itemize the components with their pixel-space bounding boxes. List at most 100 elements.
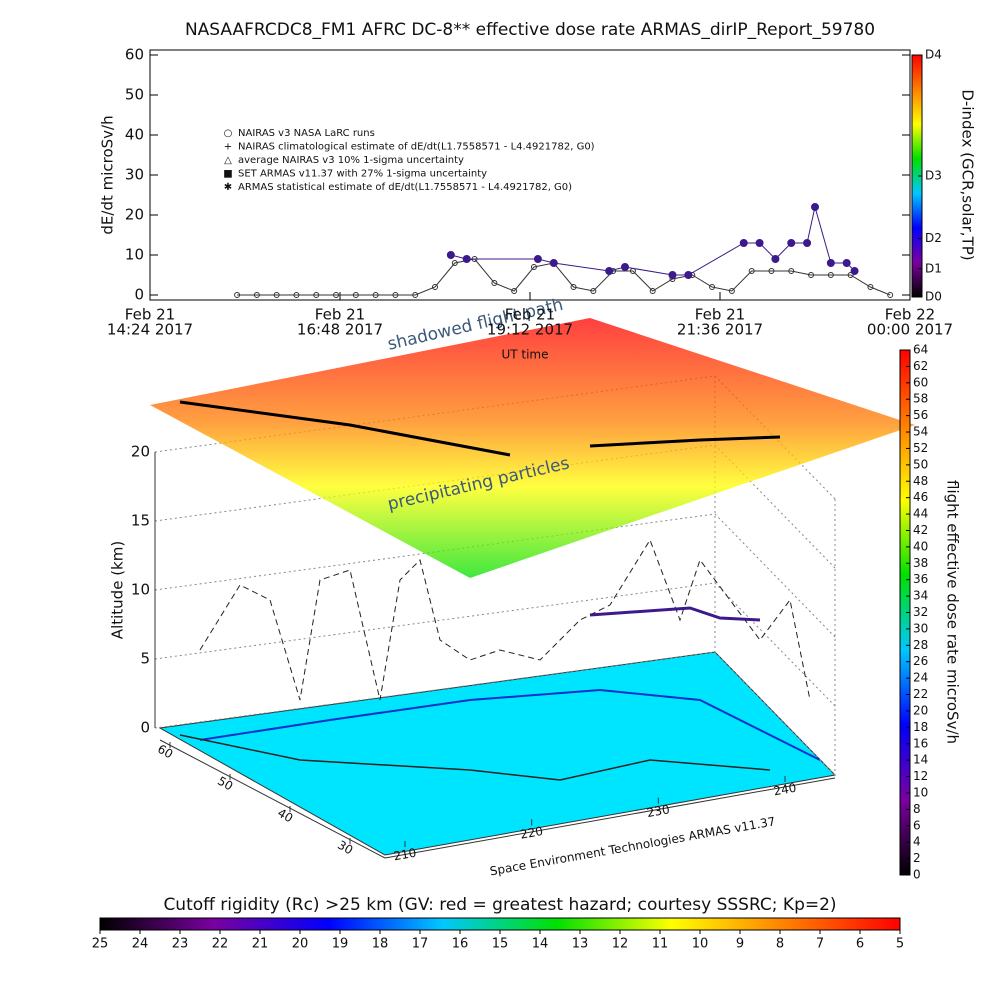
legend-label: SET ARMAS v11.37 with 27% 1-sigma uncert… [238, 169, 487, 180]
colorbar-tick-label: 50 [913, 457, 928, 471]
colorbar-title: flight effective dose rate microSv/h [944, 480, 962, 744]
data-point [621, 263, 629, 271]
colorbar-tick-label: 32 [913, 605, 928, 619]
colorbar-tick-label: 12 [612, 937, 629, 952]
data-point [850, 267, 859, 275]
lon-axis [384, 777, 836, 859]
colorbar-tick-label: 44 [913, 507, 928, 521]
data-point [293, 292, 300, 298]
x-axis-title: UT time [501, 348, 548, 362]
data-point [491, 280, 498, 286]
legend-label: average NAIRAS v3 10% 1-sigma uncertaint… [238, 155, 464, 166]
x-tick-label: 00:00 2017 [867, 321, 953, 339]
colorbar-tick-label: 13 [572, 937, 589, 952]
colorbar-tick-label: 64 [913, 343, 928, 357]
y-tick-label: 0 [134, 286, 144, 304]
flight-path-top [589, 435, 781, 448]
z-tick-label: 20 [131, 443, 150, 461]
flight-path [199, 538, 811, 701]
colorbar-tick-label: 22 [913, 687, 928, 701]
x-tick-label: 40 [275, 806, 295, 826]
colorbar-tick-label: 17 [412, 937, 429, 952]
data-point [768, 268, 775, 274]
colorbar-tick-label: 38 [913, 556, 928, 570]
data-point [313, 292, 320, 298]
legend-label: NAIRAS climatological estimate of dE/dt(… [238, 142, 595, 153]
colorbar-tick-label: 0 [913, 868, 921, 882]
colorbar-tick-label: 22 [212, 937, 229, 952]
colorbar-tick-label: 6 [856, 937, 864, 952]
legend-marker: ■ [223, 169, 232, 180]
colorbar-tick-label: 10 [692, 937, 709, 952]
data-point [352, 292, 359, 298]
dose-sheet [150, 318, 915, 578]
colorbar-tick-label: 16 [452, 937, 469, 952]
colorbar-tick-label: 52 [913, 441, 928, 455]
y-tick-label: 60 [125, 46, 144, 64]
x-tick-label: 14:24 2017 [107, 321, 193, 339]
colorbar-tick-label: D0 [925, 290, 942, 304]
colorbar-tick-label: 8 [913, 802, 921, 816]
colorbar-tick-label: 7 [816, 937, 824, 952]
colorbar-tick-label: 12 [913, 769, 928, 783]
z-tick-label: 0 [140, 719, 150, 737]
colorbar-tick-label: 26 [913, 654, 928, 668]
colorbar-tick-label: 9 [736, 937, 744, 952]
colorbar-tick-label: 21 [252, 937, 269, 952]
y-axis-title: dE/dt microSv/h [99, 115, 117, 234]
legend-marker: ✱ [224, 182, 232, 193]
colorbar-tick-label: 11 [652, 937, 669, 952]
data-point [234, 292, 241, 298]
data-point [432, 284, 438, 290]
colorbar [99, 917, 901, 931]
colorbar-tick-label: 42 [913, 523, 928, 537]
x-tick-label: 60 [155, 742, 175, 762]
colorbar-tick-label: 14 [913, 753, 928, 767]
x-tick-label: 30 [335, 838, 355, 858]
data-point [684, 271, 693, 279]
x-tick-date: Feb 21 [505, 306, 555, 324]
data-point [570, 284, 577, 290]
data-point [533, 255, 542, 263]
data-point [605, 267, 614, 275]
data-point [808, 272, 815, 278]
coastline [199, 688, 821, 761]
data-point [668, 271, 677, 279]
colorbar-tick-label: 24 [913, 671, 928, 685]
y-tick-label: 30 [125, 166, 144, 184]
data-point [847, 272, 854, 278]
colorbar-tick-label: 15 [492, 937, 509, 952]
data-point [887, 292, 894, 298]
data-point [842, 259, 851, 267]
colorbar-tick-label: 36 [913, 572, 928, 586]
data-point [451, 260, 458, 266]
legend-marker: + [224, 142, 232, 153]
colorbar-tick-label: D4 [925, 48, 942, 62]
colorbar-tick-label: 60 [913, 375, 928, 389]
z-tick-label: 15 [131, 512, 150, 530]
colorbar-tick-label: 14 [532, 937, 549, 952]
x-tick-date: Feb 22 [885, 306, 935, 324]
colorbar-tick-label: 30 [913, 621, 928, 635]
colorbar-tick-label: 19 [332, 937, 349, 952]
y-tick-label: 220 [519, 824, 544, 842]
chart-title: NASAAFRCDC8_FM1 AFRC DC-8** effective do… [185, 20, 875, 40]
colorbar-tick-label: 46 [913, 490, 928, 504]
colorbar-tick-label: 58 [913, 392, 928, 406]
data-point [739, 239, 748, 247]
colorbar-tick-label: 10 [913, 785, 928, 799]
data-point [811, 203, 819, 211]
y-tick-label: 210 [392, 846, 417, 864]
y-tick-label: 10 [125, 246, 144, 264]
series-line [237, 258, 891, 296]
y-tick-label: 240 [772, 781, 797, 799]
data-point [827, 272, 834, 278]
colorbar-tick-label: 5 [896, 937, 904, 952]
colorbar-tick-label: 40 [913, 539, 928, 553]
legend-marker: △ [224, 155, 232, 166]
x-tick-label: 21:36 2017 [677, 321, 763, 339]
colorbar-tick-label: 20 [292, 937, 309, 952]
z-tick-label: 5 [140, 650, 150, 668]
colorbar-tick-label: 18 [913, 720, 928, 734]
data-point [530, 264, 537, 270]
